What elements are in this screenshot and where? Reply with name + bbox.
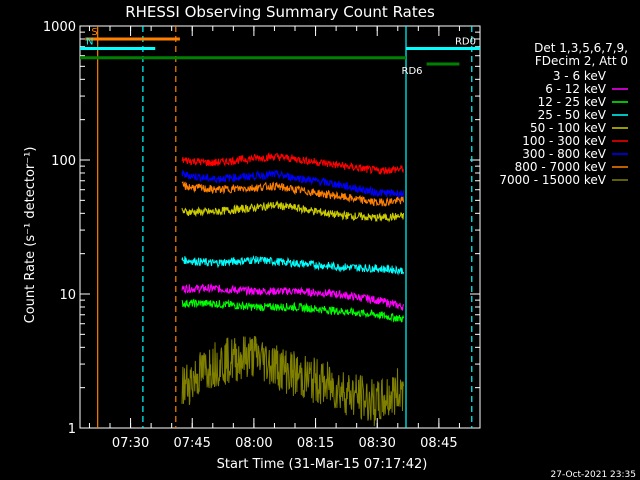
series-line [181,169,404,199]
chart-title: RHESSI Observing Summary Count Rates [125,3,435,21]
flag-bar-label: S [91,27,97,38]
y-tick-label: 10 [59,288,76,303]
legend-entry-label: 300 - 800 keV [522,147,606,161]
x-tick-label: 07:45 [173,436,210,451]
x-tick-label: 08:45 [420,436,457,451]
legend-entry-label: 3 - 6 keV [553,69,607,83]
flag-bar-label: N [86,36,93,47]
x-tick-label: 08:30 [358,436,395,451]
legend-entry-label: 12 - 25 keV [538,95,607,109]
legend-entry-label: 800 - 7000 keV [515,160,607,174]
series-line [181,336,404,427]
x-tick-label: 08:00 [235,436,272,451]
x-tick-label: 07:30 [112,436,149,451]
x-axis-label: Start Time (31-Mar-15 07:17:42) [217,457,428,472]
legend-entry-label: 7000 - 15000 keV [499,173,606,187]
series-line [181,298,404,323]
legend-entry-label: 100 - 300 keV [522,134,606,148]
plot-frame [79,25,481,429]
series-line [181,283,404,311]
legend-header: Det 1,3,5,6,7,9, [534,41,628,55]
x-tick-label: 08:15 [297,436,334,451]
generated-timestamp: 27-Oct-2021 23:35 [551,470,636,480]
flag-bar-label: RD6 [402,66,423,77]
legend-header: FDecim 2, Att 0 [535,54,628,68]
plot-layer: 1 10 100 1000 07:30 07:45 08:00 08:15 08:30 08:45… [43,20,481,451]
y-tick-label: 1 [68,422,76,437]
series-line [181,200,404,223]
series-line [181,255,404,276]
legend-entry-label: 6 - 12 keV [545,82,607,96]
flag-bar-label: RD0 [455,36,476,47]
series-line [181,152,404,175]
legend-entry-label: 50 - 100 keV [530,121,607,135]
y-axis-label: Count Rate (s⁻¹ detector⁻¹) [23,147,38,324]
legend: Det 1,3,5,6,7,9,FDecim 2, Att 03 - 6 keV… [499,41,628,187]
y-tick-label: 100 [51,154,76,169]
y-tick-label: 1000 [43,20,76,35]
series-line [181,181,404,207]
legend-entry-label: 25 - 50 keV [538,108,607,122]
